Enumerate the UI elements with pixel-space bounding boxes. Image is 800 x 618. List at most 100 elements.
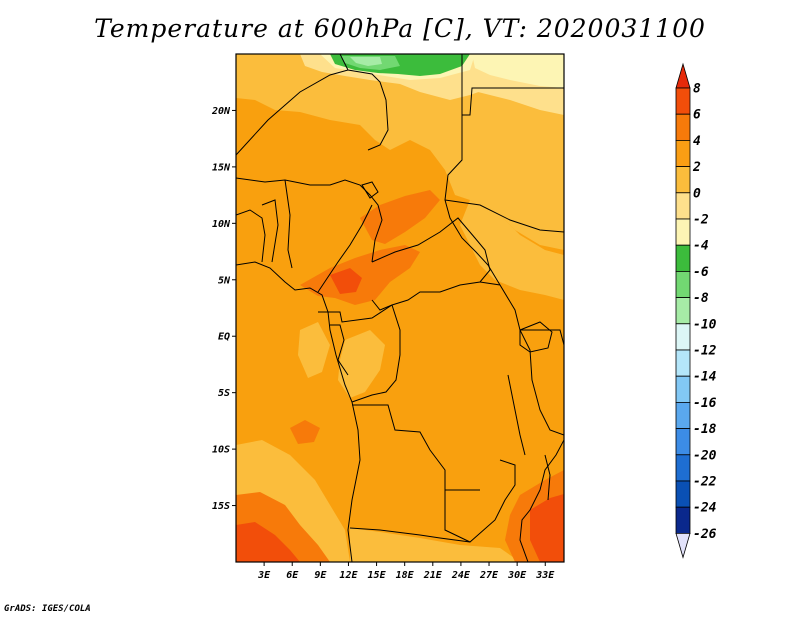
colorbar-label: -24 xyxy=(693,501,717,516)
colorbar-box xyxy=(675,270,691,298)
colorbar-box xyxy=(675,113,691,141)
colorbar-label: -8 xyxy=(693,291,709,306)
chad-sudan-border xyxy=(444,115,501,286)
field-region-0-to-2-south xyxy=(350,528,520,562)
lat-tick-label: 15S xyxy=(212,501,230,512)
lon-tick-label: 21E xyxy=(423,570,443,581)
drc-angola-border xyxy=(352,404,480,491)
colorbar-label: 8 xyxy=(693,82,701,97)
colorbar-box xyxy=(675,166,691,194)
lon-tick-label: 12E xyxy=(339,570,358,581)
colorbar-box xyxy=(675,401,691,429)
field-region-6-to-8-cameroon xyxy=(330,268,362,294)
field-region-6-to-8-southwest xyxy=(236,522,300,562)
field-region-minus4-to-minus2-northeast xyxy=(472,54,564,88)
lon-tick-label: 33E xyxy=(535,570,555,581)
colorbar-label: 4 xyxy=(693,134,701,149)
lat-tick-label: 15N xyxy=(212,162,231,173)
colorbar-box xyxy=(675,480,691,508)
colorbar-label: -12 xyxy=(693,344,717,359)
colorbar-bottom-arrow xyxy=(675,533,691,559)
car-border xyxy=(371,217,491,311)
uganda-kenya-border xyxy=(520,329,564,346)
field-region-0-to-2-north xyxy=(236,54,564,250)
lake-tanganyika-outline xyxy=(507,374,526,456)
lon-tick-label: 3E xyxy=(257,570,271,581)
country-boundaries xyxy=(236,54,564,562)
colorbar-box xyxy=(675,323,691,351)
colorbar-box xyxy=(675,244,691,272)
temperature-field xyxy=(236,54,564,562)
colorbar-box xyxy=(675,218,691,246)
field-region-4-to-6-patch xyxy=(290,420,320,444)
lon-tick-label: 15E xyxy=(368,570,387,581)
colorbar-label: -20 xyxy=(693,448,717,463)
west-africa-inner-borders xyxy=(236,179,293,269)
colorbar: 8 6 4 2 0 -2 -4 -6 -8 -10 -12 -14 -16 -18 -20 -22 -24 -26 xyxy=(675,62,717,559)
colorbar-label: -26 xyxy=(693,527,717,542)
colorbar-label: -10 xyxy=(693,317,717,332)
lat-tick-label: 10S xyxy=(212,445,230,456)
gabon-border xyxy=(330,324,349,376)
zambia-border xyxy=(444,459,516,543)
lake-victoria-outline xyxy=(519,321,553,353)
colorbar-label: -14 xyxy=(693,370,717,385)
field-region-0-to-2-east xyxy=(460,200,564,300)
colorbar-label: -6 xyxy=(693,265,709,280)
east-africa-borders xyxy=(479,281,564,436)
colorbar-box xyxy=(675,139,691,167)
colorbar-box xyxy=(675,87,691,115)
field-region-minus10-to-minus8 xyxy=(350,57,382,66)
longitude-axis: 3E 6E 9E 12E 15E 18E 21E 24E 27E 30E 33E xyxy=(257,562,555,581)
lat-tick-label: 5N xyxy=(218,275,231,286)
libya-egypt-sudan-border xyxy=(461,54,564,116)
colorbar-box xyxy=(675,297,691,325)
sudan-south-border xyxy=(444,199,564,233)
niger-libya-border xyxy=(339,54,389,151)
chart-title: Temperature at 600hPa [C], VT: 202003110… xyxy=(94,14,706,43)
lon-tick-label: 18E xyxy=(396,570,415,581)
colorbar-label: -2 xyxy=(693,213,709,228)
niger-chad-nigeria-border xyxy=(236,177,383,263)
colorbar-label: -22 xyxy=(693,475,717,490)
congo-drc-border xyxy=(351,304,401,403)
colorbar-box xyxy=(675,375,691,403)
colorbar-label: -18 xyxy=(693,422,717,437)
colorbar-box xyxy=(675,428,691,456)
colorbar-box xyxy=(675,349,691,377)
colorbar-top-arrow xyxy=(675,62,691,89)
lat-tick-label: 10N xyxy=(212,219,231,230)
angola-namibia-border xyxy=(349,527,471,543)
lon-tick-label: 9E xyxy=(314,570,327,581)
map-frame xyxy=(235,53,565,563)
cameroon-congo-border xyxy=(318,304,393,323)
lat-tick-label: 20N xyxy=(211,106,231,117)
colorbar-box xyxy=(675,454,691,482)
lake-malawi-outline xyxy=(544,454,551,501)
east-africa-coastline xyxy=(519,439,564,562)
field-region-0-to-2-coast xyxy=(298,322,330,378)
colorbar-label: 6 xyxy=(693,108,701,123)
colorbar-label: -4 xyxy=(693,239,709,254)
west-africa-coastline xyxy=(236,261,361,562)
credit-text: GrADS: IGES/COLA xyxy=(4,604,91,614)
lon-tick-label: 24E xyxy=(451,570,471,581)
lon-tick-label: 30E xyxy=(507,570,527,581)
field-region-4-to-6-chad xyxy=(360,190,440,244)
field-region-4-to-6-cameroon xyxy=(300,245,420,305)
latitude-axis: 20N 15N 10N 5N EQ 5S 10S 15S xyxy=(211,106,236,512)
nigeria-cameroon-border xyxy=(317,204,373,293)
colorbar-label: -16 xyxy=(693,396,717,411)
field-region-0-to-2-center xyxy=(338,330,385,398)
lat-tick-label: EQ xyxy=(218,332,230,343)
lon-tick-label: 6E xyxy=(286,570,299,581)
colorbar-label: 2 xyxy=(692,160,701,175)
algeria-libya-border xyxy=(236,69,349,156)
lon-tick-label: 27E xyxy=(479,570,499,581)
lat-tick-label: 5S xyxy=(218,388,230,399)
lake-chad-outline xyxy=(361,181,379,199)
colorbar-box xyxy=(675,192,691,220)
field-region-6-to-8-southeast xyxy=(530,494,564,562)
colorbar-label: 0 xyxy=(693,186,701,201)
